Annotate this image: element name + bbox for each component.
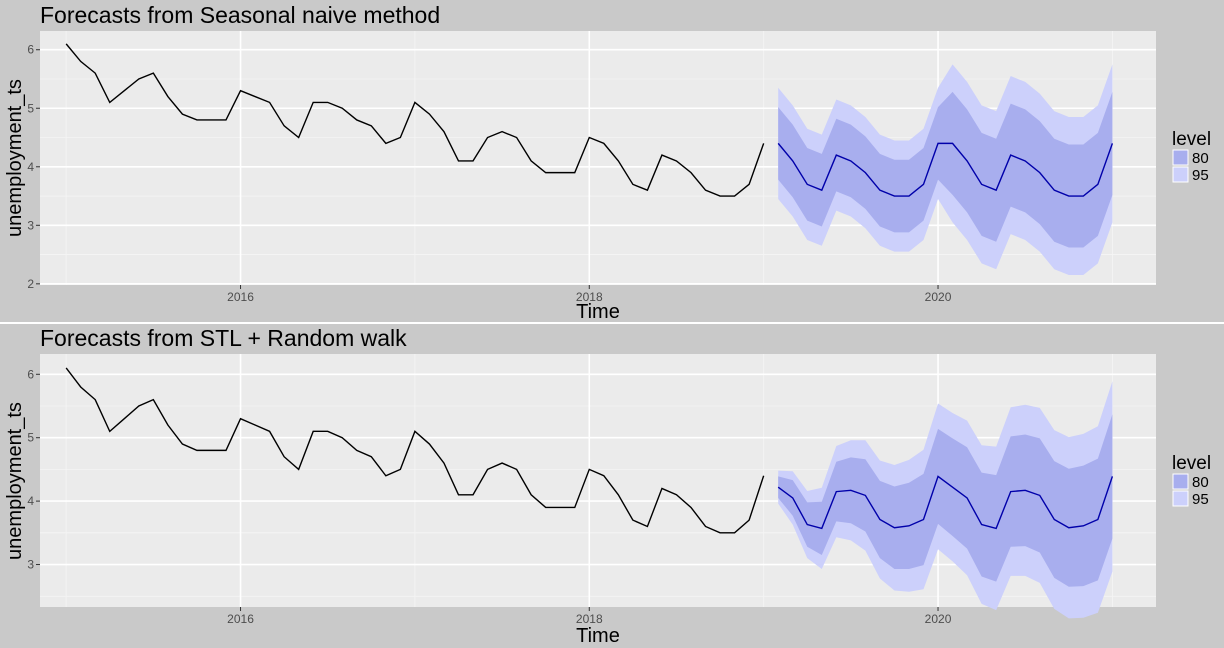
y-tick-label: 5: [27, 101, 34, 115]
x-tick-label: 2020: [925, 290, 952, 304]
x-tick-label: 2016: [227, 612, 254, 626]
y-tick-label: 5: [27, 431, 34, 445]
chart-stl-random-walk: Forecasts from STL + Random walk 3 4 5 6 20…: [4, 325, 1211, 647]
y-tick-label: 3: [27, 558, 34, 572]
x-tick-label: 2016: [227, 290, 254, 304]
legend-swatch-80: [1172, 473, 1189, 490]
legend-label-80: 80: [1192, 150, 1209, 167]
y-tick-label: 6: [27, 43, 34, 57]
history-line: [65, 43, 765, 197]
history-line: [65, 367, 765, 534]
x-tick-label: 2018: [576, 612, 603, 626]
chart-title: Forecasts from STL + Random walk: [40, 325, 407, 351]
legend-swatch-95: [1172, 166, 1189, 183]
prediction-bands: [778, 381, 1113, 619]
y-tick-label: 3: [27, 218, 34, 232]
legend-swatch-80: [1172, 149, 1189, 166]
legend-title: level: [1172, 129, 1211, 150]
y-axis-title: unemployment_ts: [4, 402, 26, 560]
chart-title: Forecasts from Seasonal naive method: [40, 2, 440, 28]
legend-label-80: 80: [1192, 474, 1209, 491]
y-tick-label: 6: [27, 367, 34, 381]
legend-label-95: 95: [1192, 167, 1209, 184]
prediction-bands: [778, 64, 1113, 276]
forecast-mean-line: [777, 142, 1114, 197]
forecast-mean-line: [777, 475, 1114, 530]
y-tick-label: 2: [27, 277, 34, 291]
series-lines: [65, 367, 1114, 534]
legend-swatch-95: [1172, 490, 1189, 507]
x-axis-title: Time: [576, 625, 620, 647]
chart-seasonal-naive: Forecasts from Seasonal naive method 2 3 4…: [4, 2, 1211, 323]
y-tick-label: 4: [27, 494, 34, 508]
panel-separator: [0, 322, 1224, 324]
band-80: [778, 414, 1113, 587]
y-axis-ticks: 2 3 4 5 6: [27, 43, 40, 291]
y-axis-title: unemployment_ts: [4, 79, 26, 237]
legend-label-95: 95: [1192, 491, 1209, 508]
band-80: [778, 91, 1113, 248]
x-tick-label: 2020: [925, 612, 952, 626]
legend-title: level: [1172, 453, 1211, 474]
x-tick-label: 2018: [576, 290, 603, 304]
series-lines: [65, 43, 1114, 197]
x-axis-title: Time: [576, 301, 620, 323]
legend: level 80 95: [1172, 129, 1211, 184]
y-tick-label: 4: [27, 160, 34, 174]
legend: level 80 95: [1172, 453, 1211, 508]
x-axis-ticks: 2016 2018 2020: [227, 607, 952, 626]
y-axis-ticks: 3 4 5 6: [27, 367, 40, 572]
x-axis-ticks: 2016 2018 2020: [227, 285, 952, 304]
